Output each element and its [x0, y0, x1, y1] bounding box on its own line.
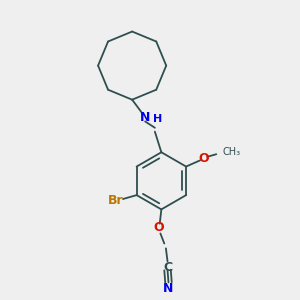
Text: O: O [154, 221, 164, 234]
Text: CH₃: CH₃ [222, 147, 240, 157]
Text: N: N [163, 282, 174, 295]
Text: Br: Br [108, 194, 123, 208]
Text: N: N [140, 111, 150, 124]
Text: H: H [153, 113, 162, 124]
Text: O: O [199, 152, 209, 165]
Text: C: C [163, 261, 172, 274]
